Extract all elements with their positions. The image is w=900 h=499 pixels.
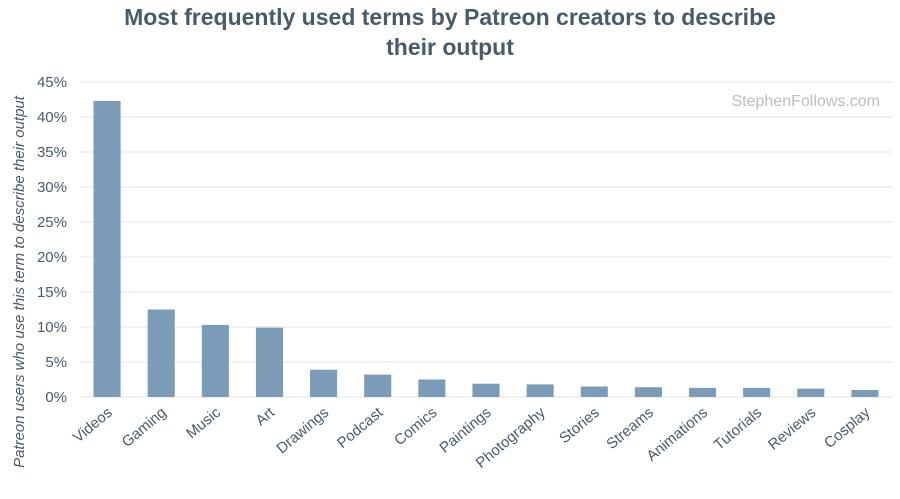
bar-comics [418, 379, 446, 397]
bar-gaming [147, 309, 175, 397]
y-tick-label: 25% [37, 214, 67, 231]
bar-music [201, 324, 229, 397]
gridlines [80, 81, 892, 398]
x-tick-label-art: Art [252, 404, 278, 430]
bar-streams [634, 387, 662, 397]
x-tick-label-stories: Stories [556, 404, 603, 447]
bar-tutorials [743, 387, 771, 397]
bar-paintings [472, 383, 500, 397]
x-tick-label-reviews: Reviews [765, 404, 819, 453]
y-axis-ticks: 0% 5% 10% 15% 20% 25% 30% 35% 40% 45% [37, 74, 67, 406]
chart-title-line-1: Most frequently used terms by Patreon cr… [124, 4, 776, 30]
x-tick-label-drawings: Drawings [273, 404, 332, 457]
chart-title-line-2: their output [386, 34, 514, 60]
chart-title: Most frequently used terms by Patreon cr… [0, 2, 900, 62]
x-tick-label-videos: Videos [70, 404, 116, 446]
bar-animations [689, 387, 717, 397]
x-tick-label-tutorials: Tutorials [711, 404, 766, 454]
y-tick-label: 15% [37, 284, 67, 301]
watermark: StephenFollows.com [731, 93, 880, 110]
bars [93, 100, 879, 398]
y-tick-label: 10% [37, 319, 67, 336]
bar-reviews [797, 388, 825, 397]
y-tick-label: 45% [37, 74, 67, 91]
y-tick-label: 20% [37, 249, 67, 266]
x-tick-label-comics: Comics [391, 404, 440, 449]
y-tick-label: 40% [37, 109, 67, 126]
bar-drawings [310, 369, 338, 397]
y-tick-label: 30% [37, 179, 67, 196]
bar-stories [580, 386, 608, 397]
x-tick-label-podcast: Podcast [334, 404, 387, 452]
x-tick-label-gaming: Gaming [119, 404, 170, 451]
bar-podcast [364, 374, 392, 397]
x-tick-label-music: Music [183, 404, 224, 443]
bar-videos [93, 100, 121, 398]
bar-photography [526, 384, 554, 397]
x-tick-label-cosplay: Cosplay [821, 404, 874, 452]
bar-cosplay [851, 390, 879, 397]
x-tick-label-streams: Streams [603, 404, 657, 453]
y-tick-label: 5% [45, 354, 67, 371]
y-axis-label: Patreon users who use this term to descr… [11, 95, 28, 468]
y-tick-label: 0% [45, 389, 67, 406]
bar-art [255, 327, 283, 397]
y-tick-label: 35% [37, 144, 67, 161]
